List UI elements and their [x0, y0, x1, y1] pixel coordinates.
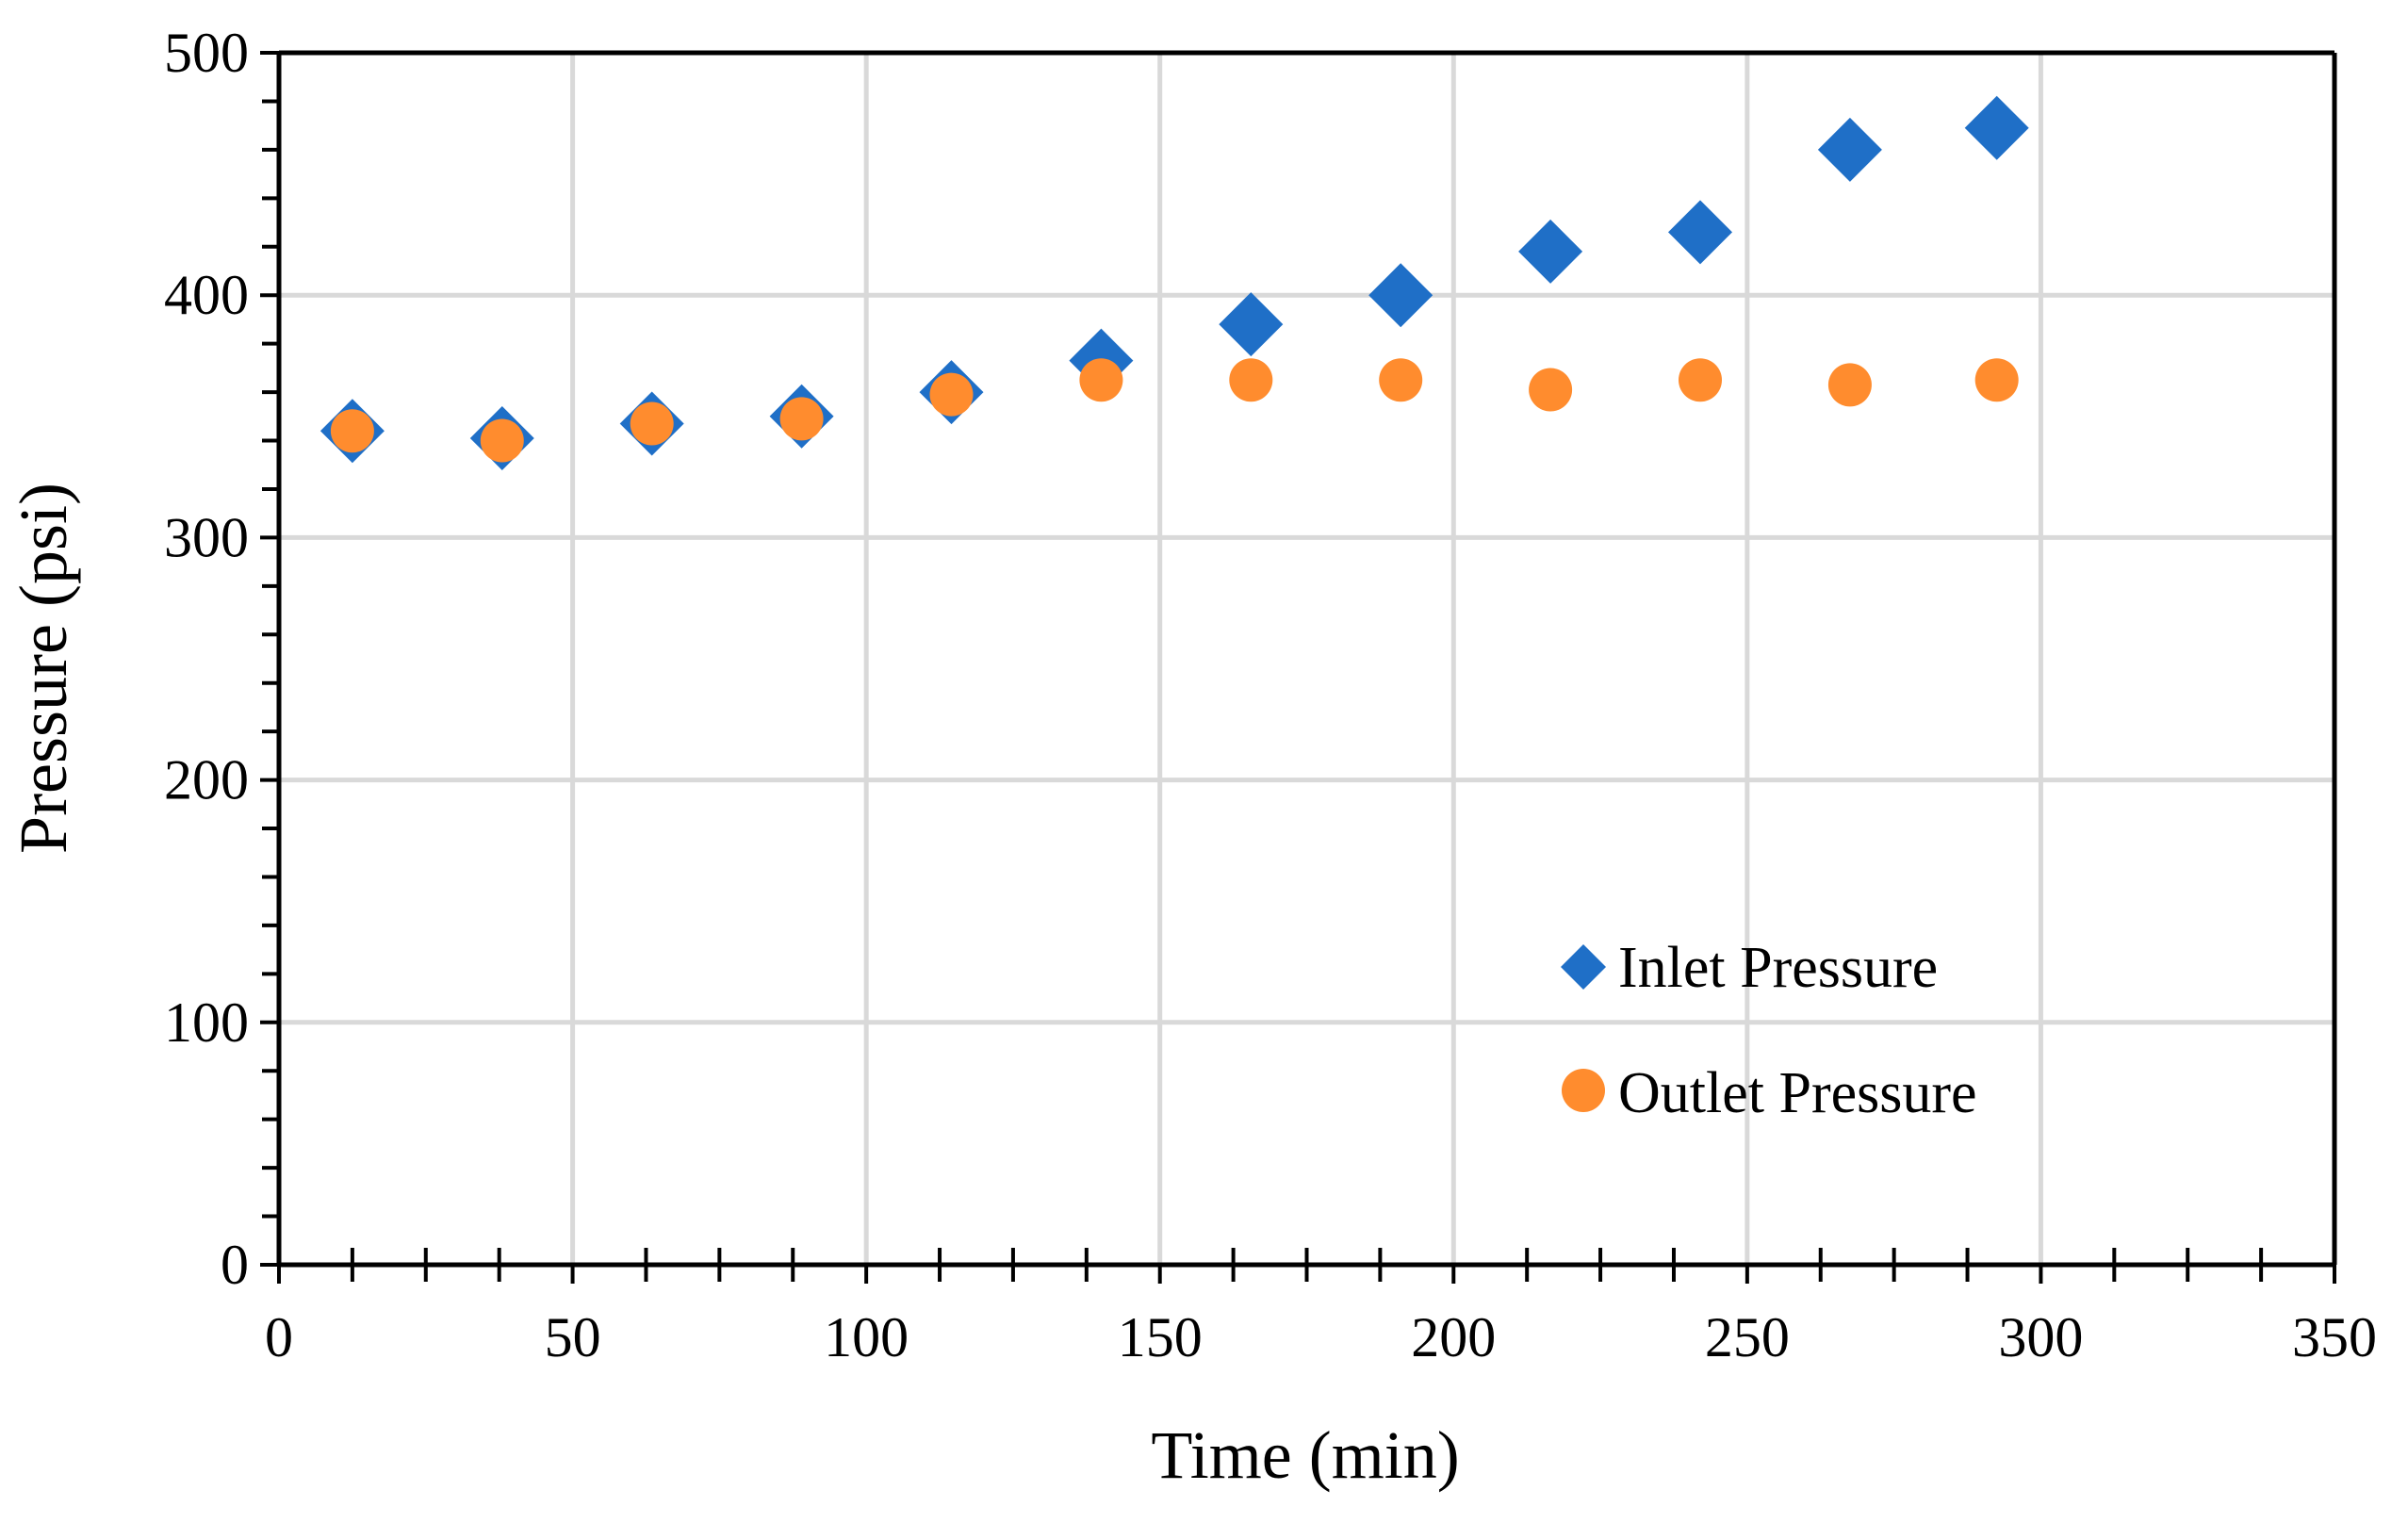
tick-marks: [260, 51, 2336, 1284]
inlet-pressure-point: [1817, 117, 1882, 182]
y-tick-labels: 0 100 200 300 400 500: [164, 22, 249, 1296]
series-outlet-pressure: [330, 358, 2019, 463]
inlet-pressure-point: [1668, 200, 1733, 265]
legend-label-inlet-pressure: Inlet Pressure: [1618, 936, 1938, 1000]
x-tick-label: 0: [265, 1306, 293, 1368]
legend-marker-inlet-pressure: [1561, 944, 1606, 990]
outlet-pressure-point: [630, 401, 674, 446]
outlet-pressure-point: [1974, 358, 2019, 402]
legend: Inlet Pressure Outlet Pressure: [1561, 936, 1977, 1125]
gridlines: [279, 50, 2337, 1265]
legend-label-outlet-pressure: Outlet Pressure: [1618, 1061, 1977, 1125]
outlet-pressure-point: [1079, 358, 1123, 402]
x-tick-label: 250: [1705, 1306, 1790, 1368]
inlet-pressure-point: [1368, 263, 1433, 328]
y-tick-label: 200: [164, 749, 249, 811]
outlet-pressure-point: [929, 372, 974, 417]
x-tick-label: 150: [1118, 1306, 1203, 1368]
outlet-pressure-point: [779, 397, 824, 441]
outlet-pressure-point: [1379, 358, 1423, 402]
outlet-pressure-point: [480, 418, 524, 463]
outlet-pressure-point: [1529, 368, 1573, 412]
x-tick-label: 300: [1998, 1306, 2083, 1368]
y-tick-label: 500: [164, 22, 249, 84]
axes: [276, 50, 2337, 1268]
x-tick-label: 200: [1411, 1306, 1496, 1368]
y-tick-label: 400: [164, 264, 249, 326]
x-axis-title: Time (min): [1151, 1417, 1459, 1493]
y-tick-label: 300: [164, 506, 249, 568]
x-tick-label: 100: [824, 1306, 909, 1368]
inlet-pressure-point: [1518, 219, 1583, 284]
outlet-pressure-point: [1229, 358, 1273, 402]
outlet-pressure-point: [1827, 363, 1872, 407]
y-axis-title: Pressure (psi): [6, 483, 81, 854]
legend-marker-outlet-pressure: [1562, 1069, 1605, 1112]
y-tick-label: 0: [221, 1234, 249, 1296]
y-tick-label: 100: [164, 991, 249, 1054]
x-tick-label: 350: [2292, 1306, 2377, 1368]
data-series: [319, 95, 2029, 470]
inlet-pressure-point: [1964, 95, 2029, 160]
inlet-pressure-point: [1219, 292, 1284, 357]
series-inlet-pressure: [319, 95, 2029, 470]
outlet-pressure-point: [330, 409, 374, 453]
x-tick-labels: 0 50 100 150 200 250 300 350: [265, 1306, 2377, 1368]
x-tick-label: 50: [545, 1306, 601, 1368]
outlet-pressure-point: [1679, 358, 1723, 402]
